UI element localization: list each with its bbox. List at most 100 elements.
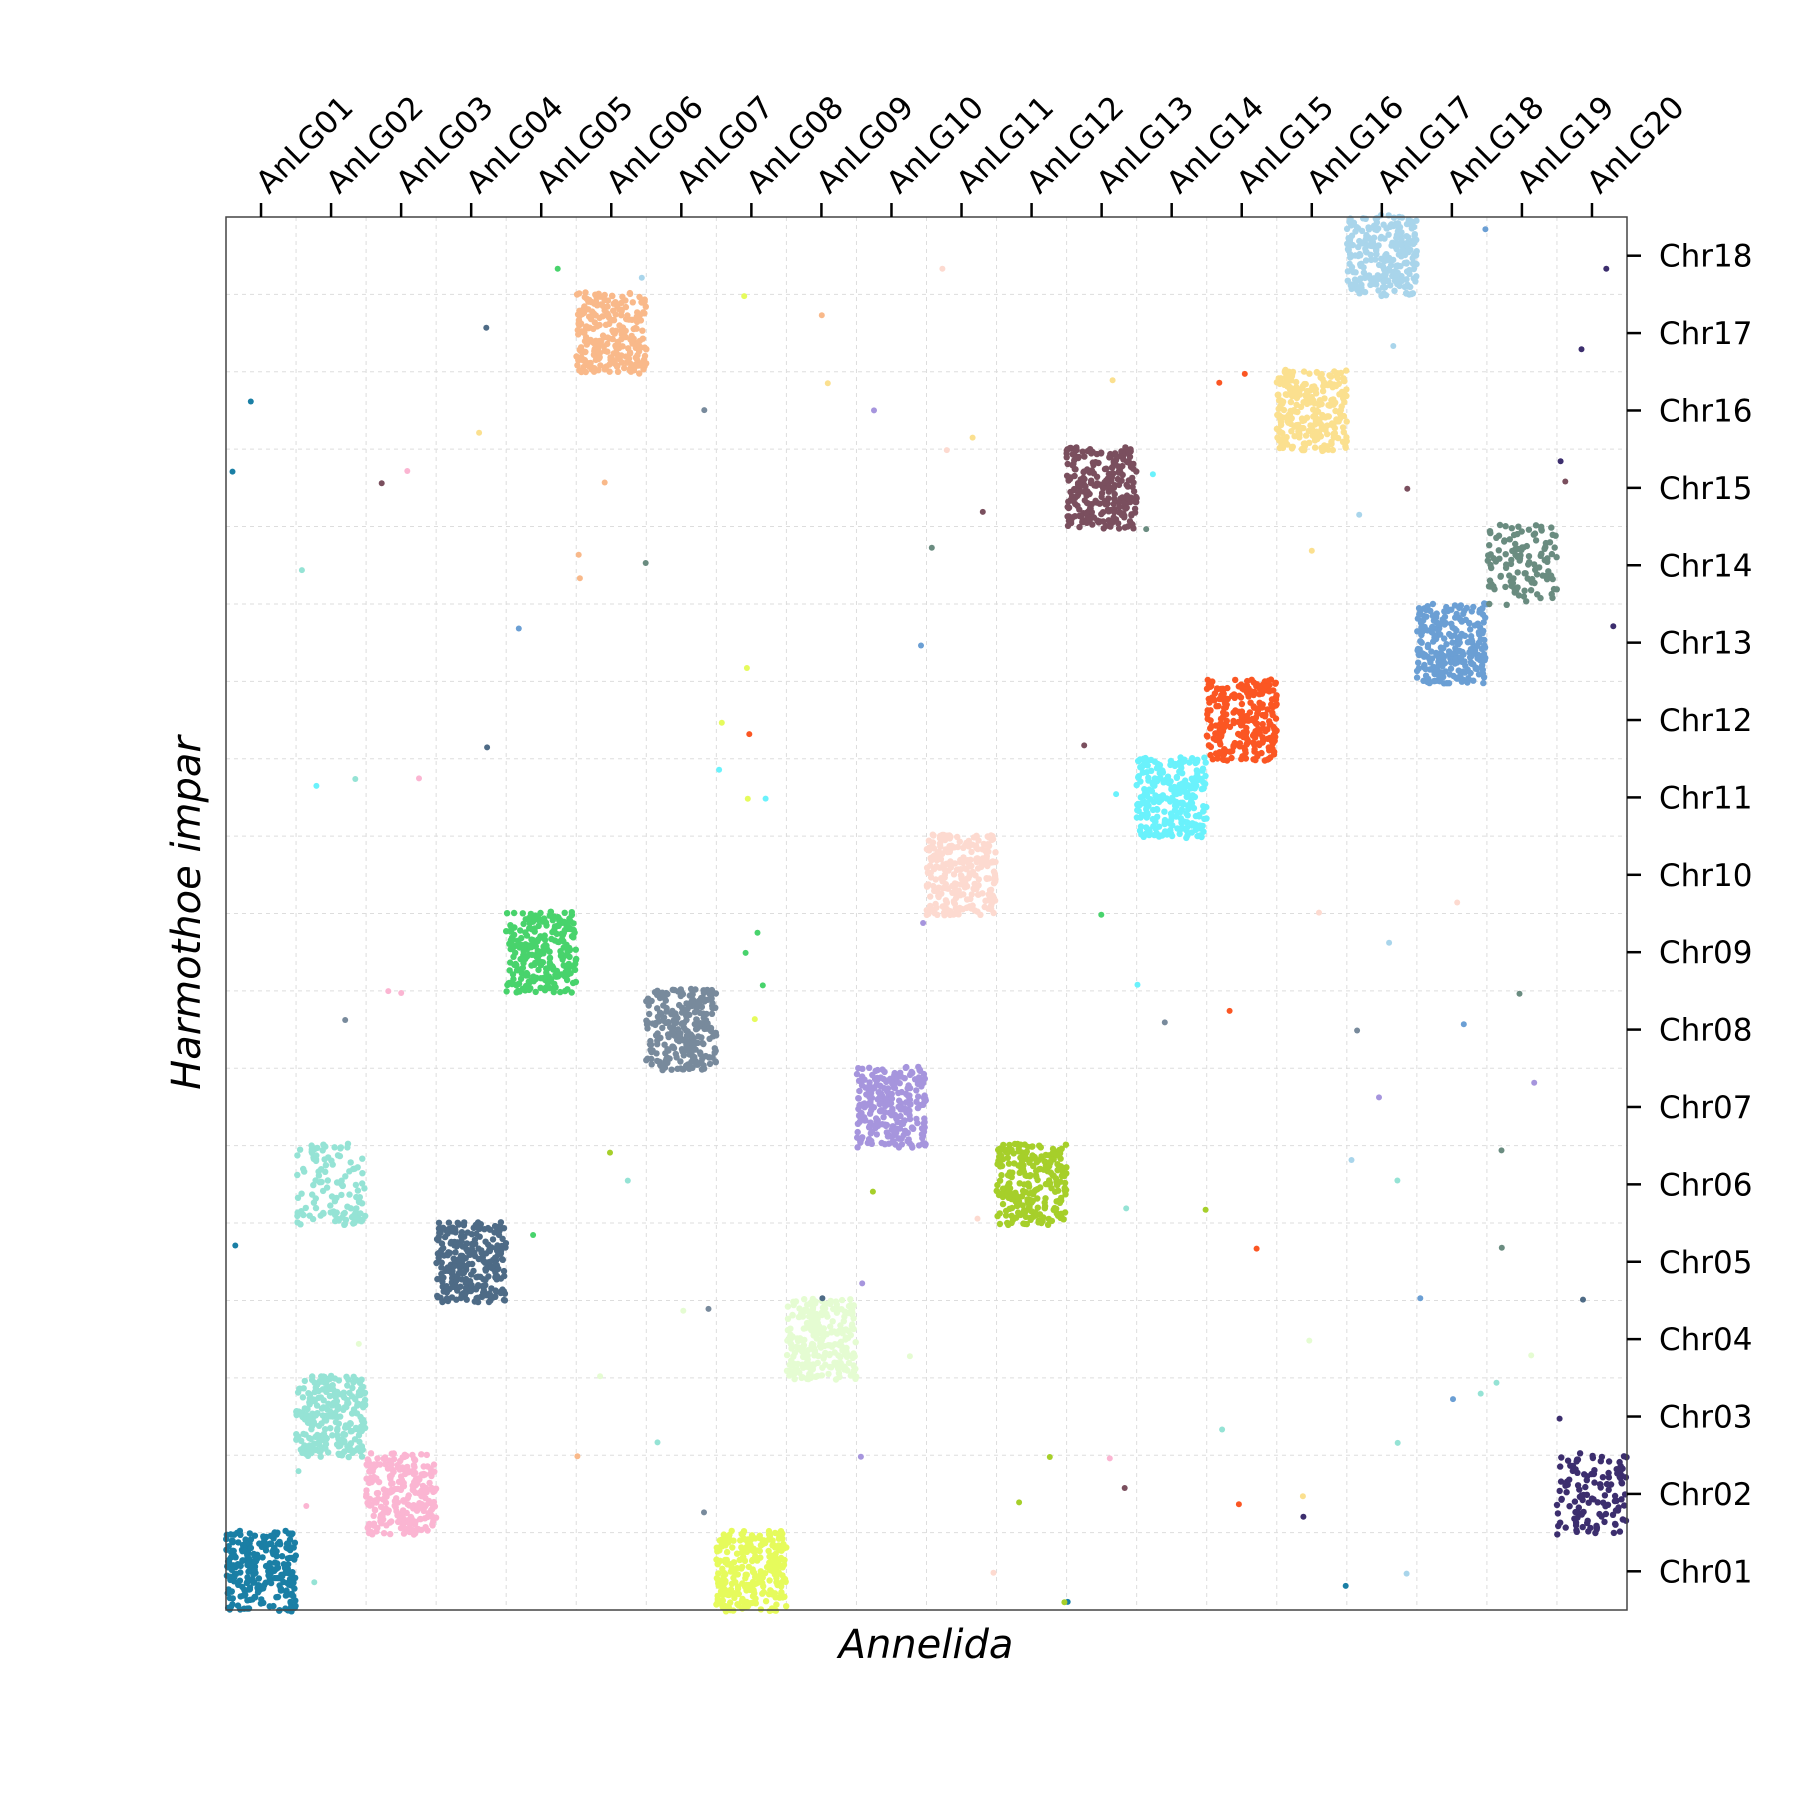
data-point <box>733 1550 741 1557</box>
data-point <box>1299 385 1306 392</box>
data-point <box>982 847 989 854</box>
data-point <box>1344 268 1352 275</box>
data-point <box>277 1541 284 1548</box>
data-point <box>628 316 636 323</box>
data-point <box>929 853 937 860</box>
data-point <box>689 1034 696 1041</box>
data-point <box>1346 251 1354 258</box>
data-point <box>773 1601 780 1608</box>
data-point <box>1071 486 1078 494</box>
data-point <box>643 1017 650 1024</box>
data-point <box>1196 822 1204 829</box>
data-point <box>341 1448 348 1455</box>
data-point <box>239 1583 246 1591</box>
data-point <box>990 868 998 875</box>
data-point <box>1332 382 1340 390</box>
data-point <box>1486 577 1494 584</box>
data-point <box>704 1020 711 1027</box>
data-point <box>654 1041 661 1048</box>
data-point <box>443 1283 450 1290</box>
data-point <box>1447 659 1455 666</box>
data-point <box>1052 1175 1060 1182</box>
data-point <box>807 1370 814 1378</box>
data-point <box>514 937 521 944</box>
data-point <box>1192 759 1199 766</box>
data-point <box>1288 385 1295 392</box>
data-point <box>1217 720 1224 728</box>
data-point <box>666 1055 673 1062</box>
data-point <box>1532 537 1540 544</box>
data-point <box>1437 631 1444 638</box>
data-point <box>510 953 517 960</box>
data-point <box>426 1479 433 1487</box>
data-point <box>400 1498 408 1505</box>
data-point <box>279 1573 286 1580</box>
data-point <box>762 1598 770 1605</box>
data-point <box>503 988 510 995</box>
data-point <box>643 346 650 353</box>
data-point <box>1182 777 1189 784</box>
data-point <box>822 1300 830 1308</box>
data-point <box>1164 779 1171 786</box>
data-point <box>1189 755 1196 762</box>
data-point <box>289 1569 296 1576</box>
data-point <box>644 995 652 1002</box>
data-point <box>1196 832 1204 839</box>
data-point <box>564 971 572 978</box>
data-point <box>783 1367 791 1375</box>
data-point <box>344 1203 351 1210</box>
data-point <box>799 1374 806 1381</box>
data-point <box>672 1050 679 1058</box>
data-point <box>1410 259 1418 267</box>
data-point <box>591 365 598 372</box>
data-point <box>1545 568 1552 575</box>
data-point <box>1063 450 1070 457</box>
data-point <box>369 1468 376 1475</box>
data-point <box>612 299 619 306</box>
data-point <box>614 362 621 369</box>
data-point <box>1006 1187 1013 1195</box>
data-point <box>774 1530 782 1538</box>
data-point <box>676 1001 683 1009</box>
data-point <box>374 1495 382 1503</box>
data-point <box>1340 412 1348 420</box>
data-point <box>896 1080 903 1087</box>
data-point <box>629 299 636 306</box>
data-point <box>1249 715 1256 723</box>
data-point <box>730 1574 737 1582</box>
data-point <box>1383 257 1390 264</box>
data-point <box>433 1236 441 1243</box>
data-point <box>1148 767 1155 774</box>
data-point <box>1330 430 1337 438</box>
data-point <box>1548 524 1555 531</box>
data-point <box>533 953 541 961</box>
data-point <box>227 1531 235 1538</box>
data-point <box>1018 1149 1026 1156</box>
data-point <box>714 1592 721 1600</box>
data-point <box>1093 473 1101 480</box>
data-point <box>1047 1169 1055 1176</box>
data-point <box>1264 706 1271 713</box>
data-point <box>390 1450 397 1457</box>
data-point <box>1452 614 1459 621</box>
data-point <box>692 986 699 993</box>
data-point <box>326 1392 334 1400</box>
data-point <box>1014 1193 1021 1200</box>
data-point <box>956 838 963 845</box>
data-point <box>838 1296 846 1304</box>
data-point <box>312 1204 320 1212</box>
data-point <box>692 1026 700 1033</box>
data-point <box>774 1544 781 1552</box>
data-point <box>1430 677 1438 685</box>
data-point <box>245 1555 253 1563</box>
data-point <box>933 863 940 870</box>
data-point <box>1046 1159 1053 1166</box>
data-point <box>683 1041 690 1048</box>
data-point <box>455 1241 462 1248</box>
data-point <box>522 972 530 979</box>
data-point <box>254 1555 261 1562</box>
data-point <box>327 1413 334 1420</box>
data-point <box>973 833 980 840</box>
data-point <box>1239 712 1246 719</box>
data-point <box>353 1425 360 1433</box>
